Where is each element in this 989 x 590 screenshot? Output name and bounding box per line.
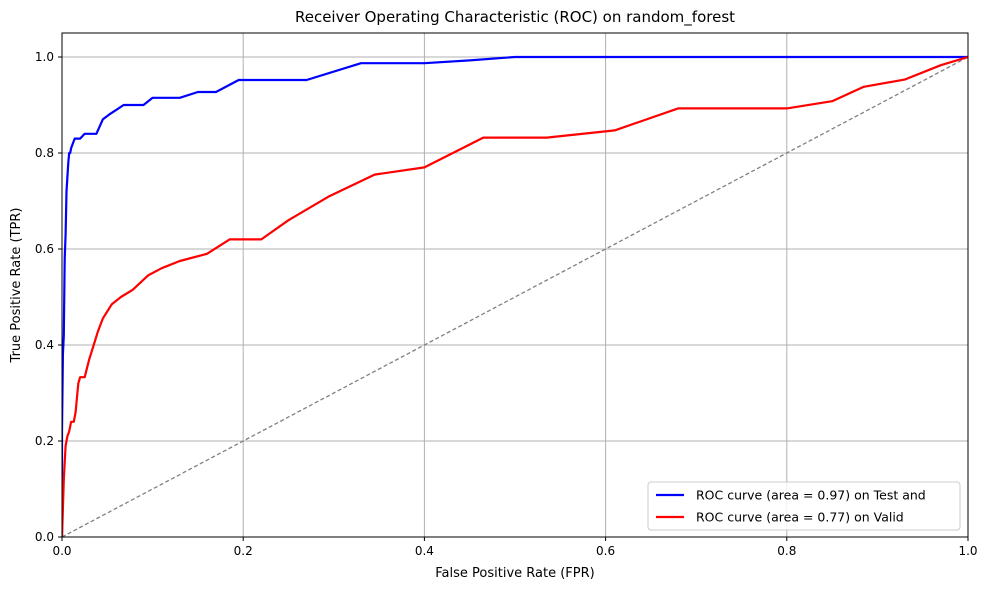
y-tick-label: 0.2 (35, 434, 54, 448)
roc-curve-series-1 (62, 55, 968, 537)
plot-lines (62, 55, 968, 537)
x-tick-label: 1.0 (958, 544, 977, 558)
chance-diagonal-line (62, 56, 968, 537)
y-axis-ticks: 0.0 0.2 0.4 0.6 0.8 1.0 (35, 50, 62, 544)
x-tick-label: 0.2 (234, 544, 253, 558)
x-tick-label: 0.0 (52, 544, 71, 558)
x-tick-label: 0.6 (596, 544, 615, 558)
y-tick-label: 0.8 (35, 146, 54, 160)
legend: ROC curve (area = 0.97) on Test and ROC c… (647, 481, 961, 531)
y-tick-label: 0.0 (35, 530, 54, 544)
chart-title: Receiver Operating Characteristic (ROC) … (295, 8, 735, 27)
y-tick-label: 1.0 (35, 50, 54, 64)
x-tick-label: 0.8 (777, 544, 796, 558)
y-axis-label: True Positive Rate (TPR) (9, 208, 24, 364)
x-axis-ticks: 0.0 0.2 0.4 0.6 0.8 1.0 (52, 537, 978, 558)
y-tick-label: 0.6 (35, 242, 54, 256)
x-axis-label: False Positive Rate (FPR) (435, 566, 594, 581)
legend-entry-label: ROC curve (area = 0.77) on Valid (696, 510, 904, 525)
legend-entry-label: ROC curve (area = 0.97) on Test and (696, 488, 926, 503)
legend-box (647, 481, 961, 531)
plot-frame (61, 32, 969, 538)
x-tick-label: 0.4 (415, 544, 434, 558)
y-tick-label: 0.4 (35, 338, 54, 352)
roc-curve-series-0 (62, 55, 968, 537)
